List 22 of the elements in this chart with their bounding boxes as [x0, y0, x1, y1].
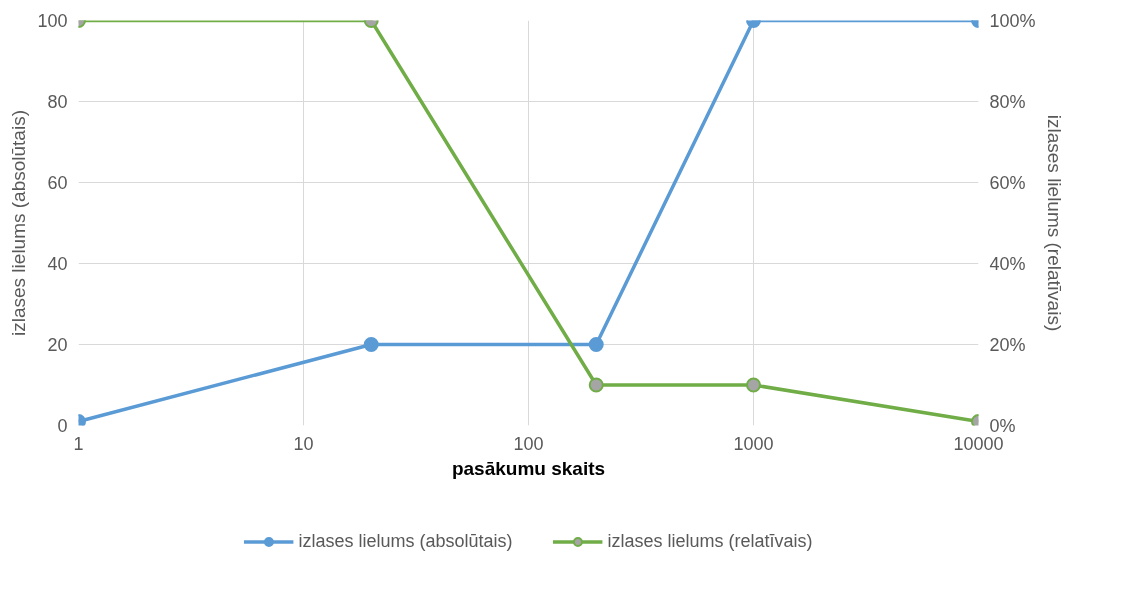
y2-tick-label: 40% [989, 253, 1026, 274]
y-tick-label: 20 [47, 335, 68, 355]
x-tick-label: 10 [293, 433, 314, 454]
y2-tick-label: 60% [989, 172, 1026, 193]
legend-label: izlases lielums (absolūtais) [298, 530, 513, 552]
y2-axis-title: izlases lielums (relatīvais) [1043, 114, 1065, 332]
y-axis-title: izlases lielums (absolūtais) [8, 110, 30, 336]
y-tick-label: 60 [47, 173, 68, 193]
x-tick-label: 1000 [733, 433, 774, 454]
x-axis-title: pasākumu skaits [451, 457, 606, 479]
y-tick-label: 80 [47, 92, 68, 112]
y2-tick-label: 100% [989, 10, 1036, 31]
y2-tick-label: 80% [989, 91, 1026, 112]
y-tick-label: 0 [57, 416, 68, 436]
x-tick-label: 1 [73, 433, 84, 454]
legend-label: izlases lielums (relatīvais) [607, 530, 813, 552]
y-tick-label: 40 [47, 254, 68, 274]
x-tick-label: 100 [513, 433, 544, 454]
x-tick-label: 10000 [953, 433, 1004, 454]
y2-tick-label: 20% [989, 334, 1026, 355]
y2-tick-label: 0% [989, 415, 1016, 436]
y-tick-label: 100 [37, 11, 68, 31]
